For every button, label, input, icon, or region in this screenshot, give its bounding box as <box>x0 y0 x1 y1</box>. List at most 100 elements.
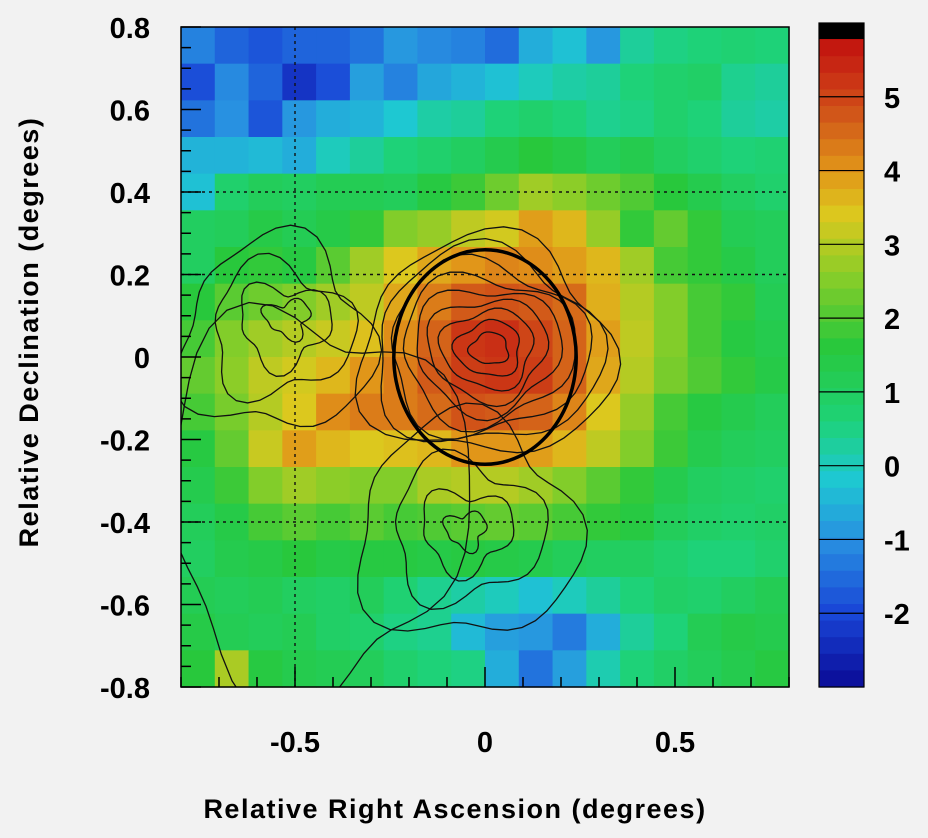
heatmap-cell <box>316 247 351 285</box>
heatmap-cell <box>653 283 689 321</box>
heatmap-cell <box>755 650 790 688</box>
colorbar-segment <box>819 604 864 622</box>
heatmap-cell <box>485 27 520 65</box>
y-tick-label: 0.6 <box>110 96 150 128</box>
heatmap-cell <box>518 210 554 248</box>
heatmap-cell <box>586 393 621 431</box>
heatmap-cell <box>248 650 283 688</box>
heatmap-cell <box>181 247 216 285</box>
heatmap-cell <box>417 283 452 321</box>
colorbar-segment <box>819 255 864 273</box>
colorbar-segment <box>819 371 864 389</box>
heatmap-cell <box>721 577 756 615</box>
heatmap-cell <box>282 540 317 578</box>
heatmap-cell <box>552 137 587 175</box>
heatmap-cell <box>755 283 790 321</box>
heatmap-cell <box>248 320 283 358</box>
heatmap-cell <box>518 137 554 175</box>
heatmap-cell <box>721 430 756 468</box>
heatmap-cell <box>518 100 554 138</box>
heatmap-cell <box>586 27 621 65</box>
heatmap-cell <box>586 467 621 505</box>
heatmap-cell <box>417 27 452 65</box>
heatmap-cell <box>383 137 419 175</box>
heatmap-cell <box>451 63 486 101</box>
heatmap-cell <box>181 577 216 615</box>
heatmap-cell <box>586 137 621 175</box>
heatmap-cell <box>417 357 452 395</box>
heatmap-cell <box>349 63 385 101</box>
heatmap-cell <box>653 393 689 431</box>
heatmap-cell <box>181 650 216 688</box>
heatmap-cell <box>349 247 385 285</box>
heatmap-cell <box>349 320 385 358</box>
heatmap-cell <box>214 63 250 101</box>
heatmap-cell <box>755 540 790 578</box>
heatmap-cell <box>586 63 621 101</box>
colorbar-tick-label: 0 <box>884 452 900 484</box>
colorbar-segment <box>819 554 864 572</box>
x-tick-label: 0 <box>477 727 493 759</box>
heatmap-cell <box>653 357 689 395</box>
heatmap-cell <box>755 320 790 358</box>
colorbar-segment <box>819 653 864 671</box>
heatmap-cell <box>653 210 689 248</box>
heatmap-cell <box>383 467 419 505</box>
colorbar-segment <box>819 454 864 472</box>
heatmap-cell <box>755 357 790 395</box>
heatmap-cell <box>282 467 317 505</box>
heatmap-cell <box>620 393 655 431</box>
colorbar-segment <box>819 305 864 323</box>
colorbar-segment <box>819 205 864 223</box>
heatmap-cell <box>181 63 216 101</box>
heatmap-cell <box>214 100 250 138</box>
heatmap-cell <box>349 467 385 505</box>
heatmap-cell <box>451 27 486 65</box>
heatmap-cell <box>181 210 216 248</box>
heatmap-cell <box>755 467 790 505</box>
heatmap-cell <box>586 100 621 138</box>
contour-line <box>426 298 550 408</box>
colorbar-segment <box>819 122 864 140</box>
colorbar-segment <box>819 504 864 522</box>
heatmap-cell <box>248 27 283 65</box>
heatmap-cell <box>417 613 452 651</box>
colorbar-segment <box>819 139 864 157</box>
contour-line <box>437 307 535 392</box>
colorbar-tick-label: -2 <box>884 599 910 631</box>
colorbar-segment <box>819 620 864 638</box>
intensity-contours <box>181 224 622 687</box>
colorbar-segment <box>819 670 864 688</box>
heatmap-cell <box>552 577 587 615</box>
heatmap-cell <box>214 613 250 651</box>
colorbar-segment <box>819 637 864 655</box>
heatmap-cell <box>214 247 250 285</box>
heatmap-cell <box>518 27 554 65</box>
heatmap-cell <box>417 467 452 505</box>
heatmap-cell <box>620 27 655 65</box>
heatmap-cell <box>383 540 419 578</box>
heatmap-cell <box>586 577 621 615</box>
heatmap-cell <box>417 137 452 175</box>
heatmap-cell <box>248 100 283 138</box>
heatmap-cell <box>620 613 655 651</box>
heatmap-cell <box>316 63 351 101</box>
heatmap-cell <box>755 577 790 615</box>
colorbar-segment <box>819 155 864 173</box>
heatmap-cell <box>721 63 756 101</box>
heatmap-cell <box>653 650 689 688</box>
heatmap-cell <box>181 100 216 138</box>
y-axis-tick-labels: 0.8 0.6 0.4 0.2 0 -0.2 -0.4 -0.6 -0.8 <box>100 13 150 705</box>
heatmap-cell <box>620 210 655 248</box>
heatmap-cell <box>653 137 689 175</box>
colorbar-segment <box>819 106 864 124</box>
y-tick-label: -0.2 <box>100 426 150 458</box>
contour-line <box>466 331 510 365</box>
heatmap-cell <box>721 613 756 651</box>
heatmap-cell <box>586 357 621 395</box>
contour-line <box>394 448 549 610</box>
heatmap-cell <box>687 613 723 651</box>
heatmap-cell <box>755 137 790 175</box>
heatmap-cell <box>721 100 756 138</box>
heatmap-cell <box>552 100 587 138</box>
